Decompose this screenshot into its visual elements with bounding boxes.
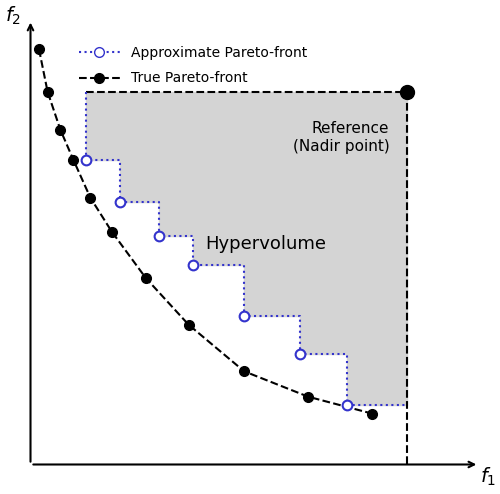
Text: Hypervolume: Hypervolume (205, 235, 326, 253)
Text: $f_2$: $f_2$ (6, 4, 22, 27)
Polygon shape (86, 92, 406, 405)
Text: Reference
(Nadir point): Reference (Nadir point) (292, 122, 390, 154)
Legend: Approximate Pareto-front, True Pareto-front: Approximate Pareto-front, True Pareto-fr… (72, 40, 314, 92)
Text: $f_1$: $f_1$ (480, 466, 496, 489)
